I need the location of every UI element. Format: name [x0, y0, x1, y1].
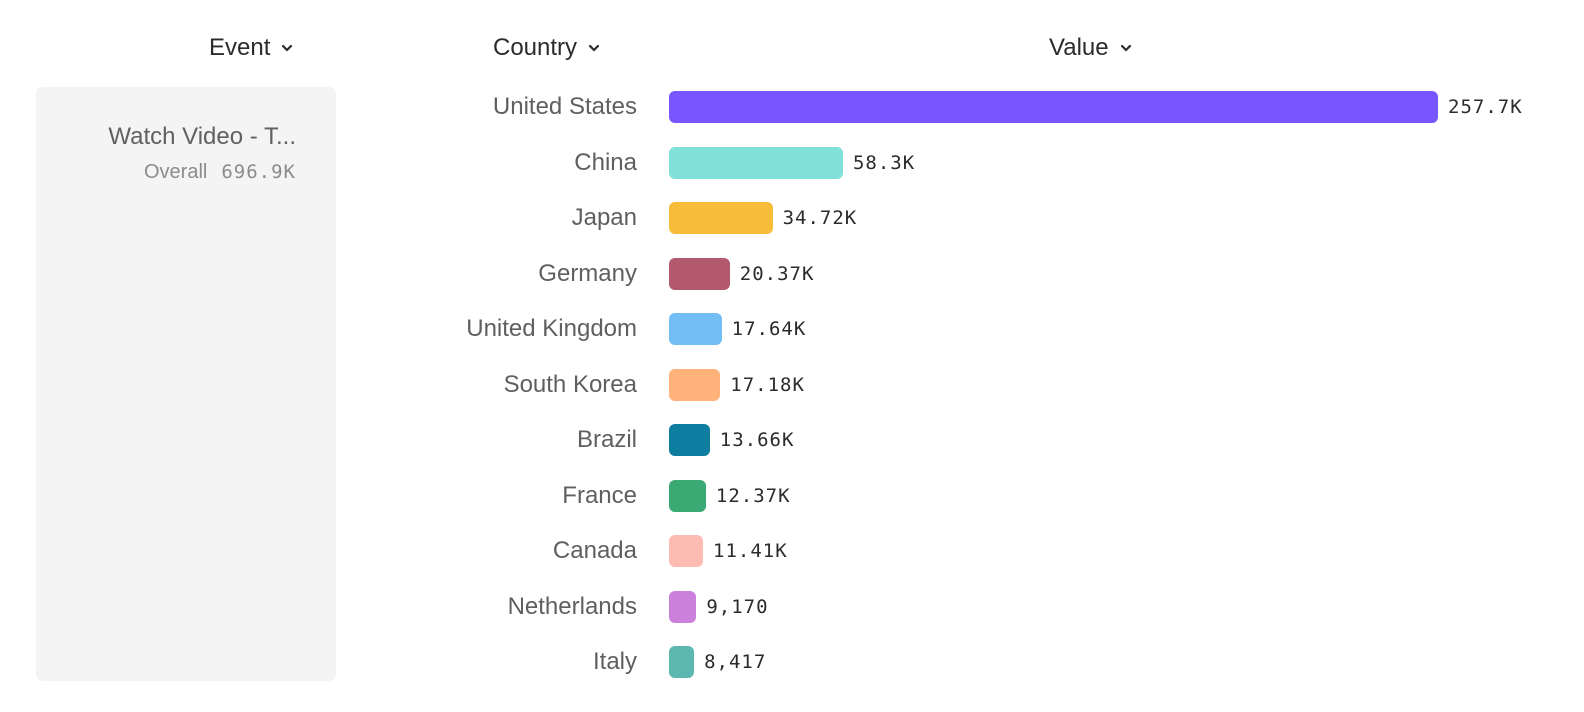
- bar[interactable]: [669, 313, 722, 345]
- chevron-down-icon: [1120, 44, 1131, 52]
- country-column-header[interactable]: Country: [493, 34, 601, 62]
- event-column-header[interactable]: Event: [209, 34, 294, 62]
- data-label: 13.66K: [719, 429, 795, 451]
- data-label: 34.72K: [782, 207, 858, 229]
- bar-row: Brazil 13.66K: [0, 424, 1584, 456]
- bar[interactable]: [669, 91, 1438, 123]
- data-label: 17.64K: [731, 318, 807, 340]
- category-label: Netherlands: [507, 592, 637, 620]
- bar[interactable]: [669, 646, 695, 678]
- category-label: Italy: [592, 648, 637, 675]
- event-name[interactable]: Watch Video - T...: [108, 123, 296, 150]
- category-label: United Kingdom: [466, 315, 637, 342]
- category-label: Germany: [538, 259, 637, 287]
- bar[interactable]: [669, 368, 721, 401]
- category-label: South Korea: [503, 370, 637, 398]
- bar-row: Japan 34.72K: [0, 202, 1584, 234]
- category-label: China: [574, 148, 637, 176]
- bar-row: Italy 8,417: [0, 646, 1584, 678]
- country-header-label: Country: [493, 34, 578, 61]
- event-header-label: Event: [209, 34, 271, 61]
- bar-row: Canada 11.41K: [0, 535, 1584, 567]
- category-label: Canada: [552, 537, 637, 564]
- chevron-down-icon: [282, 44, 293, 52]
- category-label: United States: [492, 93, 637, 120]
- bar-row: Netherlands 9,170: [0, 590, 1584, 623]
- data-label: 12.37K: [715, 484, 791, 507]
- bar-row: Germany 20.37K: [0, 257, 1584, 290]
- bar-row: South Korea 17.18K: [0, 368, 1584, 401]
- data-label: 257.7K: [1448, 96, 1523, 118]
- data-label: 8,417: [704, 651, 767, 673]
- bar[interactable]: [669, 590, 697, 623]
- bar[interactable]: [669, 424, 710, 456]
- data-label: 9,170: [706, 595, 769, 618]
- bar[interactable]: [669, 479, 706, 512]
- data-label: 58.3K: [852, 151, 916, 174]
- bar-row: France 12.37K: [0, 479, 1584, 512]
- bar[interactable]: [669, 257, 730, 290]
- category-label: France: [562, 481, 637, 509]
- overall-value: 696.9K: [221, 161, 296, 183]
- data-label: 17.18K: [730, 373, 805, 396]
- bar-row: China 58.3K: [0, 146, 1584, 179]
- bar[interactable]: [669, 202, 773, 234]
- category-label: Brazil: [576, 426, 637, 453]
- category-label: Japan: [571, 204, 637, 231]
- value-column-header[interactable]: Value: [1049, 34, 1133, 62]
- event-panel: Watch Video - T... Overall 696.9K: [36, 87, 336, 681]
- chevron-down-icon: [588, 44, 600, 52]
- event-overall: Overall 696.9K: [144, 161, 296, 184]
- bar-row: United Kingdom 17.64K: [0, 313, 1584, 345]
- data-label: 11.41K: [713, 540, 788, 562]
- bar-row: United States 257.7K: [0, 91, 1584, 123]
- value-header-label: Value: [1049, 34, 1109, 61]
- bar[interactable]: [669, 535, 704, 567]
- data-label: 20.37K: [739, 262, 815, 285]
- bar[interactable]: [669, 146, 843, 179]
- overall-label: Overall: [144, 161, 208, 183]
